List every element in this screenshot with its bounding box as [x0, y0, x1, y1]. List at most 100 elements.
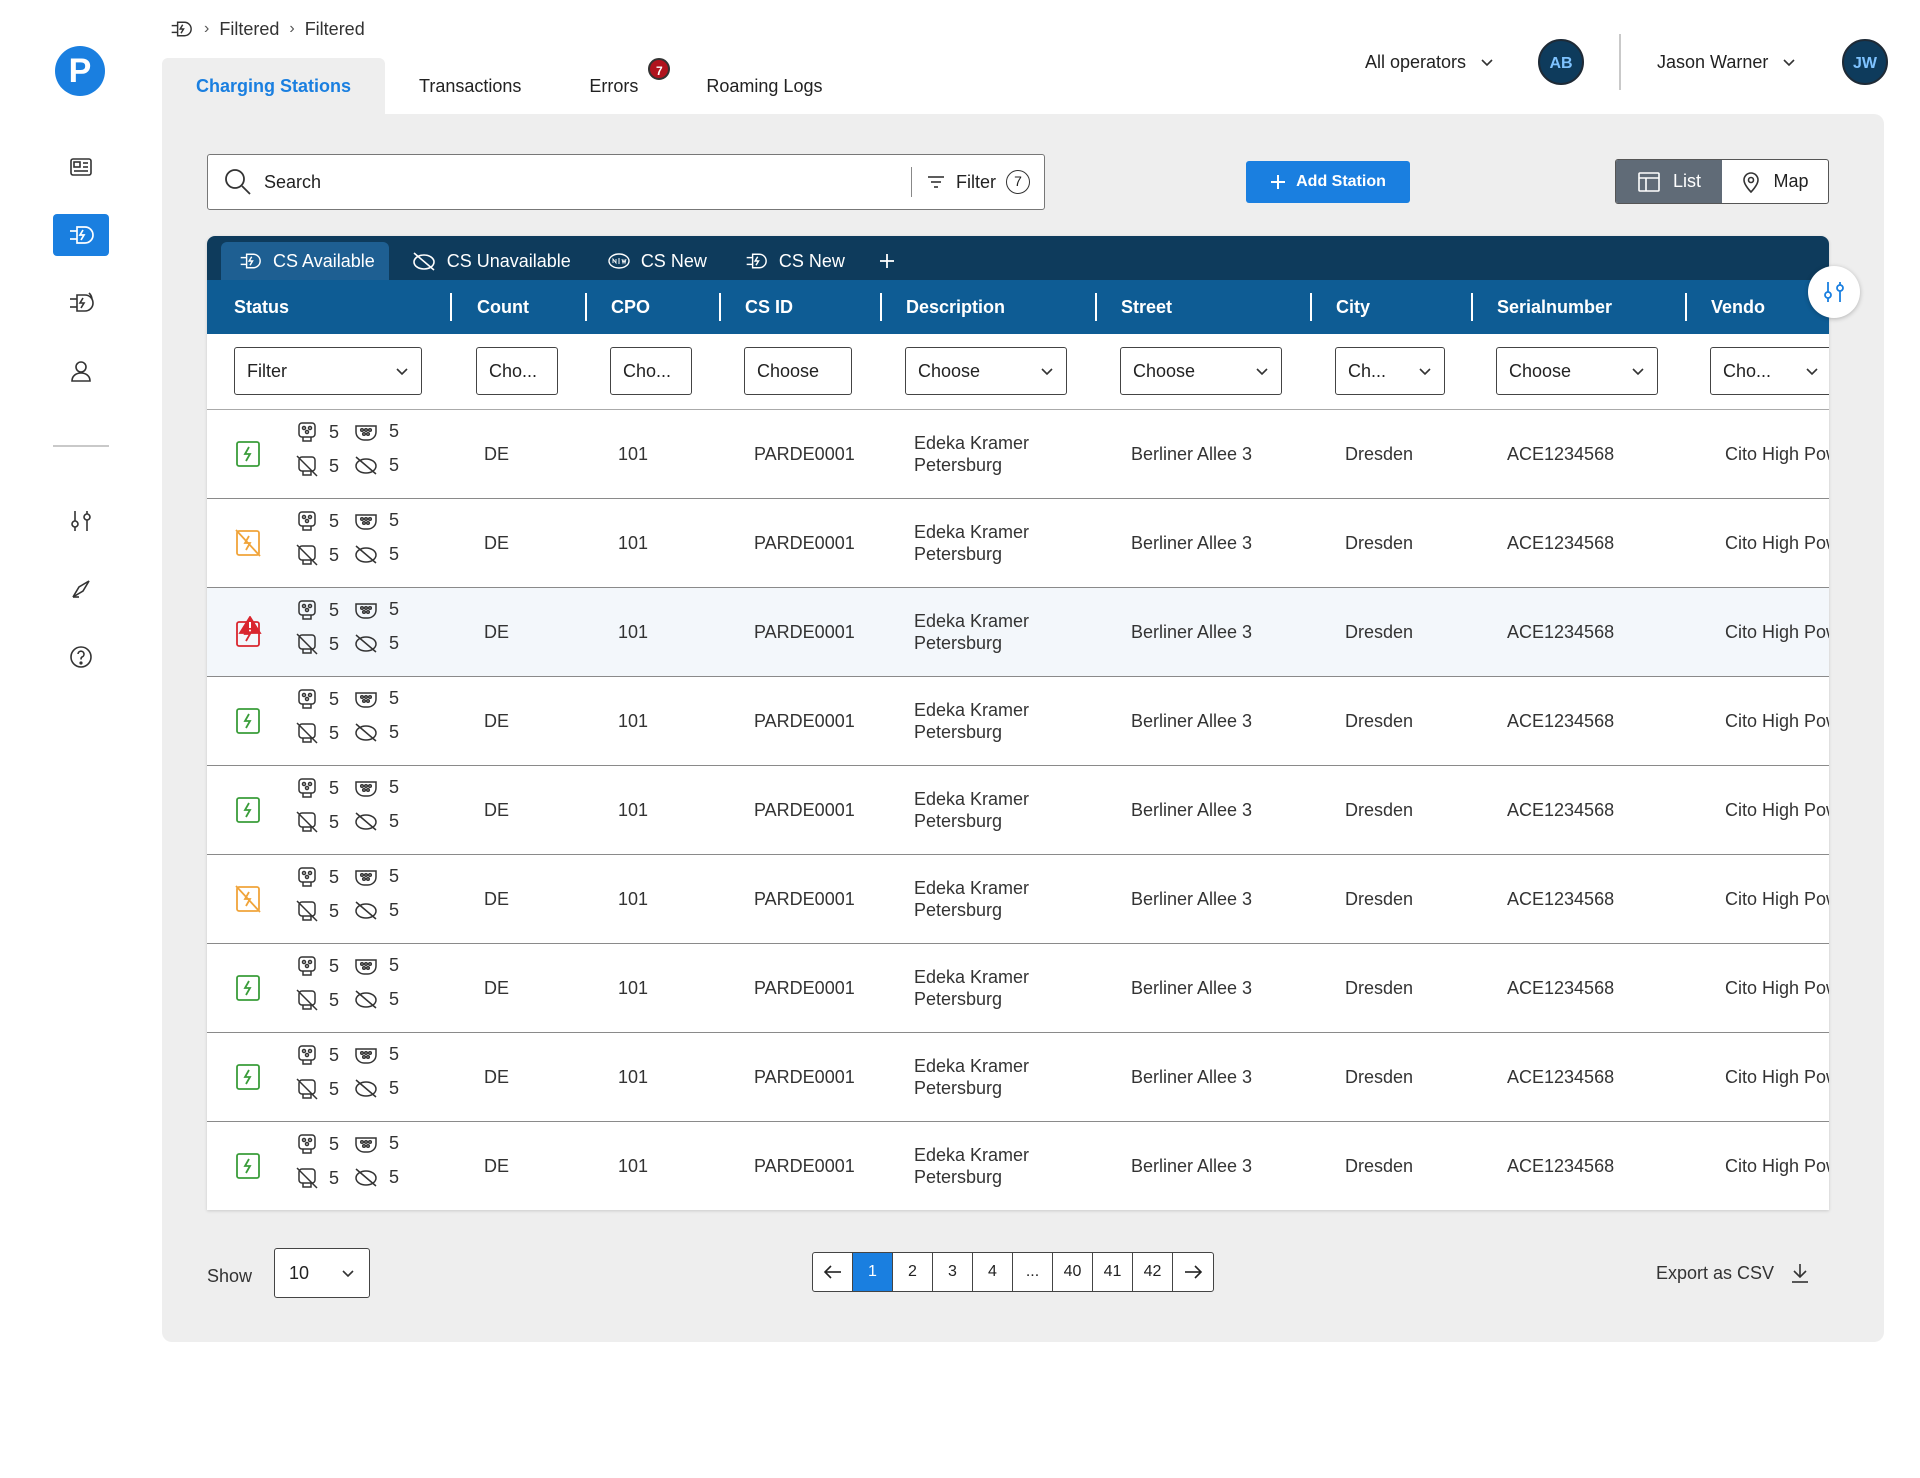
unavailable-icon	[412, 252, 435, 271]
table-row[interactable]: 5 5 5 5 DE 101 PARDE0001 Edeka Kramer Petersburg…	[207, 677, 1829, 766]
page-button[interactable]: 42	[1133, 1253, 1173, 1291]
description-line: Petersburg	[914, 1078, 1003, 1098]
cell-description: Edeka Kramer Petersburg	[914, 499, 1054, 587]
search-input[interactable]	[264, 171, 911, 193]
column-header-serialnumber[interactable]: Serialnumber	[1497, 296, 1613, 317]
saved-view-cs-new-2[interactable]: CS New	[727, 242, 859, 280]
cs-id-filter-select[interactable]: Choose	[744, 347, 852, 395]
cell-cs-id[interactable]: PARDE0001	[754, 799, 855, 820]
brand-logo[interactable]: P	[55, 46, 105, 96]
prev-page-button[interactable]	[813, 1253, 853, 1291]
table-row[interactable]: 5 5 5 5 DE 101 PARDE0001 Edeka Kramer Petersburg…	[207, 855, 1829, 944]
charging-station-icon[interactable]	[168, 18, 194, 40]
breadcrumb-item[interactable]: Filtered	[219, 18, 280, 39]
connector-count-value: 5	[329, 544, 340, 565]
cell-cs-id[interactable]: PARDE0001	[754, 710, 855, 731]
connector-type2-icon	[298, 778, 316, 798]
breadcrumb-item[interactable]: Filtered	[304, 18, 365, 39]
vendor-filter-select[interactable]: Cho...	[1710, 347, 1829, 395]
operators-dropdown[interactable]: All operators	[1365, 48, 1494, 76]
column-header-city[interactable]: City	[1336, 296, 1371, 317]
saved-view-cs-available[interactable]: CS Available	[221, 242, 389, 280]
operator-avatar[interactable]: AB	[1538, 39, 1584, 85]
user-avatar[interactable]: JW	[1842, 39, 1888, 85]
next-page-button[interactable]	[1173, 1253, 1213, 1291]
sidebar-item-announcements[interactable]	[53, 568, 109, 610]
table-settings-button[interactable]	[1808, 266, 1860, 318]
sidebar-item-help[interactable]	[53, 636, 109, 678]
column-divider	[719, 293, 721, 321]
station-available-icon	[236, 441, 260, 467]
page-button[interactable]: 40	[1053, 1253, 1093, 1291]
chevron-down-icon	[1806, 368, 1818, 376]
column-header-vendor[interactable]: Vendo	[1711, 296, 1766, 317]
cell-cs-id[interactable]: PARDE0001	[754, 443, 855, 464]
column-header-status[interactable]: Status	[234, 296, 290, 317]
page-button[interactable]: 41	[1093, 1253, 1133, 1291]
cpo-filter-select[interactable]: Cho...	[610, 347, 692, 395]
serialnumber-filter-select[interactable]: Choose	[1496, 347, 1658, 395]
saved-view-cs-unavailable[interactable]: CS Unavailable	[395, 242, 585, 280]
filter-button[interactable]: Filter 7	[926, 170, 1044, 194]
tab-roaming-logs[interactable]: Roaming Logs	[672, 58, 856, 114]
description-filter-select[interactable]: Choose	[905, 347, 1067, 395]
cell-cs-id[interactable]: PARDE0001	[754, 621, 855, 642]
table-row[interactable]: 5 5 5 5 DE 101 PARDE0001 Edeka Kramer Petersburg…	[207, 499, 1829, 588]
column-divider	[880, 293, 882, 321]
table-row[interactable]: 5 5 5 5 DE 101 PARDE0001 Edeka Kramer Petersburg…	[207, 766, 1829, 855]
count-filter-select[interactable]: Cho...	[476, 347, 558, 395]
sidebar-item-users[interactable]	[53, 350, 109, 392]
column-header-count[interactable]: Count	[477, 296, 529, 317]
cell-cs-id[interactable]: PARDE0001	[754, 888, 855, 909]
cell-cs-id[interactable]: PARDE0001	[754, 1066, 855, 1087]
status-filter-select[interactable]: Filter	[234, 347, 422, 395]
sidebar-item-settings[interactable]	[53, 500, 109, 542]
city-filter-select[interactable]: Ch...	[1335, 347, 1445, 395]
export-csv-button[interactable]: Export as CSV	[1656, 1262, 1810, 1284]
tab-transactions[interactable]: Transactions	[385, 58, 555, 114]
station-error-icon	[236, 616, 262, 647]
connector-count-value: 5	[329, 455, 340, 476]
cell-street: Berliner Allee 3	[1131, 1155, 1253, 1176]
cell-cs-id[interactable]: PARDE0001	[754, 977, 855, 998]
sidebar-item-charging-sessions[interactable]	[53, 282, 109, 324]
cell-cs-id[interactable]: PARDE0001	[754, 1155, 855, 1176]
saved-view-cs-new[interactable]: CS New	[591, 242, 721, 280]
connector-offline-icon	[296, 1078, 318, 1100]
pagination: 1 2 3 4 ... 40 41 42	[812, 1252, 1214, 1292]
add-saved-view-button[interactable]	[865, 242, 909, 280]
table-row[interactable]: 5 5 5 5 DE 101 PARDE0001 Edeka Kramer Petersburg…	[207, 1122, 1829, 1210]
tab-errors[interactable]: Errors 7	[555, 58, 672, 114]
chevron-down-icon	[1632, 368, 1644, 376]
tab-charging-stations[interactable]: Charging Stations	[162, 58, 386, 114]
connector-count-value: 5	[389, 988, 400, 1009]
page-button[interactable]: 3	[933, 1253, 973, 1291]
add-station-button[interactable]: Add Station	[1246, 161, 1410, 203]
street-filter-select[interactable]: Choose	[1120, 347, 1282, 395]
table-row[interactable]: 5 5 5 5 DE 101 PARDE0001 Edeka Kramer Petersburg…	[207, 944, 1829, 1033]
column-header-cpo[interactable]: CPO	[611, 296, 651, 317]
column-header-cs-id[interactable]: CS ID	[745, 296, 794, 317]
column-divider	[1685, 293, 1687, 321]
table-row[interactable]: 5 5 5 5 DE 101 PARDE0001 Edeka Kramer Petersburg…	[207, 410, 1829, 499]
connector-unavailable-icon	[355, 901, 377, 920]
column-header-street[interactable]: Street	[1121, 296, 1173, 317]
cell-cpo: 101	[618, 977, 649, 998]
page-button[interactable]: 2	[893, 1253, 933, 1291]
column-header-description[interactable]: Description	[906, 296, 1006, 317]
list-view-icon	[1638, 171, 1660, 192]
list-view-button[interactable]: List	[1616, 160, 1722, 203]
page-size-select[interactable]: 10	[274, 1248, 370, 1298]
page-button[interactable]: 1	[853, 1253, 893, 1291]
sidebar-item-charging-stations[interactable]	[53, 214, 109, 256]
table-row[interactable]: 5 5 5 5 DE 101 PARDE0001 Edeka Kramer Petersburg…	[207, 1033, 1829, 1122]
table-row[interactable]: 5 5 5 5 DE 101 PARDE0001 Edeka Kramer Petersburg…	[207, 588, 1829, 677]
user-menu-dropdown[interactable]: Jason Warner	[1657, 48, 1796, 76]
cell-cs-id[interactable]: PARDE0001	[754, 532, 855, 553]
connector-count-value: 5	[329, 633, 340, 654]
map-view-button[interactable]: Map	[1722, 160, 1828, 203]
station-available-icon	[236, 708, 260, 734]
station-unavailable-icon	[235, 885, 261, 913]
sidebar-item-dashboard[interactable]	[53, 146, 109, 188]
page-button[interactable]: 4	[973, 1253, 1013, 1291]
